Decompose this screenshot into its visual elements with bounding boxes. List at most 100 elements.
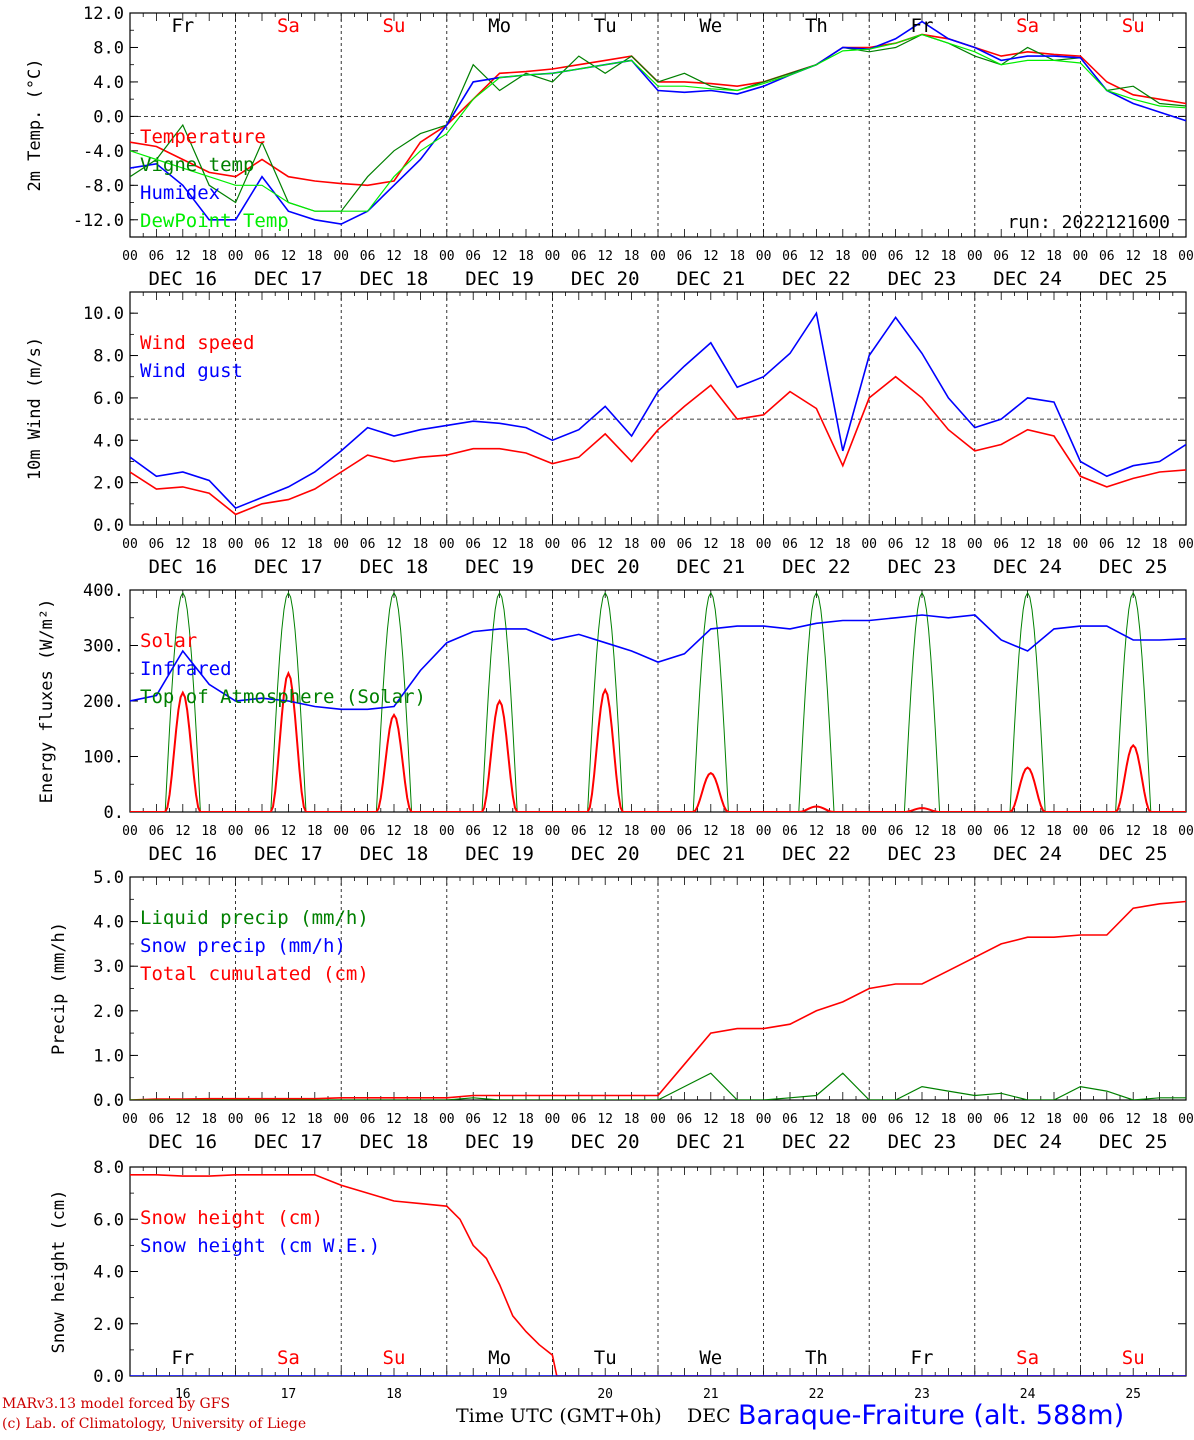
y-tick-label: 4.0 (93, 913, 124, 933)
hour-label: 06 (360, 249, 376, 264)
hour-label: 12 (914, 249, 930, 264)
panel-temp: 12.0 8.0 4.0 0.0 -4.0 -8.0 -12.0 2m Temp. (°C) T… (25, 4, 1194, 290)
hour-label: 12 (1125, 537, 1141, 552)
hour-label: 18 (307, 1112, 323, 1127)
solar-line (658, 771, 764, 812)
hour-label: 18 (729, 537, 745, 552)
hour-label: 18 (624, 249, 640, 264)
hour-label: 00 (967, 537, 983, 552)
hour-label: 00 (545, 537, 561, 552)
date-label: DEC 18 (360, 843, 429, 865)
hour-label: 12 (1020, 824, 1036, 839)
date-label: DEC 25 (1099, 1131, 1168, 1153)
hour-label: 06 (465, 1112, 481, 1127)
day-number-label: 17 (281, 1387, 297, 1402)
credit-line-2: (c) Lab. of Climatology, University of L… (2, 1416, 307, 1432)
hour-label: 18 (518, 249, 534, 264)
legend-entry: Top of Atmosphere (Solar) (140, 686, 426, 708)
solar-line (341, 712, 447, 812)
day-name-label: Sa (277, 1347, 300, 1369)
hour-label: 18 (941, 537, 957, 552)
hour-label: 18 (201, 537, 217, 552)
hour-label: 12 (386, 537, 402, 552)
toa-solar-line (235, 591, 342, 812)
day-name-label: Su (1122, 1347, 1145, 1369)
legend-entry: Vigne temp (140, 154, 254, 176)
hour-label: 18 (307, 824, 323, 839)
series-group (130, 20, 1186, 225)
y-tick-label: 0.0 (93, 1091, 124, 1111)
legend-entry: Temperature (140, 126, 266, 148)
date-label: DEC 16 (148, 556, 217, 578)
solar-line (552, 687, 658, 812)
series-group (130, 900, 1186, 1100)
legend-entry: Wind gust (140, 360, 243, 382)
x-axis-month: DEC (687, 1405, 731, 1427)
day-number-label: 18 (386, 1387, 402, 1402)
hour-label: 06 (571, 537, 587, 552)
day-name-label: Tu (594, 1347, 617, 1369)
hour-label: 12 (703, 1112, 719, 1127)
date-label: DEC 24 (993, 1131, 1062, 1153)
toa-solar-line (341, 591, 447, 812)
hour-label: 06 (149, 249, 165, 264)
hour-label: 18 (1152, 249, 1168, 264)
hour-label: 00 (333, 537, 349, 552)
date-label: DEC 24 (993, 843, 1062, 865)
hour-label: 00 (650, 1112, 666, 1127)
day-number-label: 22 (809, 1387, 825, 1402)
hour-label: 06 (677, 824, 693, 839)
hour-label: 18 (413, 1112, 429, 1127)
date-label: DEC 23 (888, 843, 957, 865)
day-name-label: Mo (488, 1347, 511, 1369)
hour-label: 12 (914, 537, 930, 552)
solar-line (446, 698, 553, 812)
hour-label: 18 (201, 824, 217, 839)
date-label: DEC 17 (254, 268, 323, 290)
hour-label: 12 (597, 824, 613, 839)
date-label: DEC 18 (360, 268, 429, 290)
hour-label: 00 (439, 249, 455, 264)
hour-label: 00 (756, 1112, 772, 1127)
hour-label: 12 (175, 537, 191, 552)
solar-line (869, 807, 975, 812)
date-label: DEC 18 (360, 556, 429, 578)
hour-label: 12 (809, 824, 825, 839)
day-name-label: Th (805, 1347, 828, 1369)
toa-solar-line (130, 591, 236, 812)
day-name-label: Fr (911, 15, 934, 37)
hour-label: 06 (149, 1112, 165, 1127)
hour-label: 12 (175, 1112, 191, 1127)
hour-label: 12 (597, 537, 613, 552)
date-label: DEC 16 (148, 843, 217, 865)
hour-label: 18 (307, 537, 323, 552)
date-label: DEC 22 (782, 556, 851, 578)
date-label: DEC 16 (148, 1131, 217, 1153)
y-tick-label: 100. (83, 748, 124, 768)
day-number-label: 24 (1020, 1387, 1036, 1402)
hour-label: 00 (1178, 537, 1194, 552)
day-name-label: We (699, 1347, 722, 1369)
panel-precip: 5.0 4.0 3.0 2.0 1.0 0.0 Precip (mm/h) Liquid pr… (49, 868, 1194, 1153)
y-tick-label: 8.0 (93, 347, 124, 367)
hour-label: 18 (201, 1112, 217, 1127)
toa-solar-line (974, 591, 1081, 812)
hour-label: 18 (624, 1112, 640, 1127)
date-label: DEC 21 (676, 556, 745, 578)
hour-label: 18 (835, 249, 851, 264)
y-tick-label: 300. (83, 637, 124, 657)
hour-label: 00 (1073, 537, 1089, 552)
day-name-label: Su (1122, 15, 1145, 37)
y-tick-label: 3.0 (93, 957, 124, 977)
hour-label: 06 (1099, 249, 1115, 264)
toa-solar-line (869, 591, 975, 812)
hour-label: 00 (439, 824, 455, 839)
series-line-snow-height-cm- (130, 1174, 1186, 1376)
date-label: DEC 19 (465, 556, 534, 578)
day-name-label: Fr (171, 15, 194, 37)
y-tick-label: 4.0 (93, 1263, 124, 1283)
series-group (130, 1174, 1186, 1376)
hour-label: 06 (465, 537, 481, 552)
legend-entry: DewPoint Temp (140, 210, 289, 232)
